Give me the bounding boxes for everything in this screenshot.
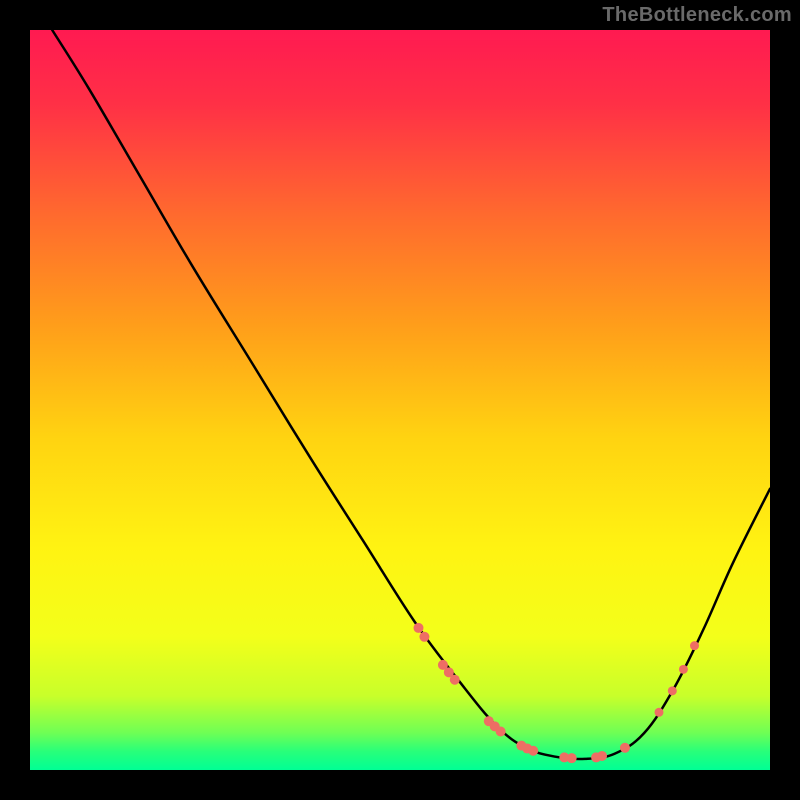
curve-marker bbox=[450, 675, 460, 685]
curve-marker bbox=[528, 746, 538, 756]
curve-marker bbox=[679, 665, 688, 674]
curve-marker bbox=[597, 751, 607, 761]
curve-marker bbox=[668, 686, 677, 695]
chart-container: TheBottleneck.com bbox=[0, 0, 800, 800]
curve-marker bbox=[690, 641, 699, 650]
curve-marker bbox=[655, 708, 664, 717]
plot-background bbox=[30, 30, 770, 770]
bottleneck-curve-chart bbox=[0, 0, 800, 800]
curve-marker bbox=[567, 753, 577, 763]
watermark-label: TheBottleneck.com bbox=[602, 4, 792, 27]
curve-marker bbox=[496, 727, 506, 737]
curve-marker bbox=[414, 623, 424, 633]
curve-marker bbox=[419, 632, 429, 642]
curve-marker bbox=[620, 743, 630, 753]
